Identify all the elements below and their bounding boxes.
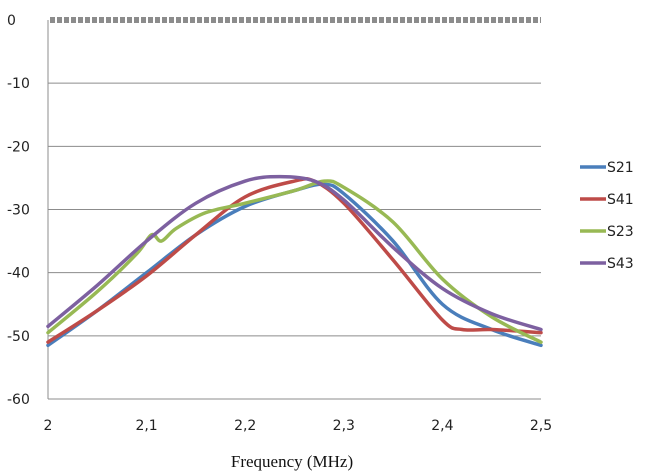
legend: S21 S41 S23 S43 bbox=[580, 160, 634, 272]
y-tick-label: -40 bbox=[7, 266, 30, 282]
y-tick-label: -20 bbox=[7, 139, 30, 155]
x-tick-label: 2,3 bbox=[333, 418, 355, 434]
y-tick-label: -50 bbox=[7, 329, 30, 345]
x-axis-label: Frequency (MHz) bbox=[231, 452, 353, 471]
x-tick-label: 2,4 bbox=[431, 418, 453, 434]
legend-label-s23: S23 bbox=[607, 224, 634, 240]
legend-label-s43: S43 bbox=[607, 256, 634, 272]
legend-label-s21: S21 bbox=[607, 160, 634, 176]
legend-label-s41: S41 bbox=[607, 192, 634, 208]
x-tick-label: 2,2 bbox=[234, 418, 256, 434]
series-line-s43 bbox=[46, 174, 543, 332]
y-tick-label: 0 bbox=[7, 13, 16, 29]
y-tick-label: -60 bbox=[7, 392, 30, 408]
series-lines bbox=[46, 174, 543, 348]
x-tick-label: 2,5 bbox=[530, 418, 552, 434]
x-tick-label: 2,1 bbox=[135, 418, 157, 434]
y-tick-label: -10 bbox=[7, 76, 30, 92]
series-line-s41 bbox=[46, 176, 543, 344]
y-tick-label: -30 bbox=[7, 203, 30, 219]
x-axis-ticks: 2 2,1 2,2 2,3 2,4 2,5 bbox=[44, 418, 553, 434]
x-tick-label: 2 bbox=[44, 418, 53, 434]
series-line-s23 bbox=[46, 179, 543, 344]
y-axis-ticks: 0 -10 -20 -30 -40 -50 -60 bbox=[7, 13, 30, 408]
grid-lines bbox=[47, 20, 541, 400]
